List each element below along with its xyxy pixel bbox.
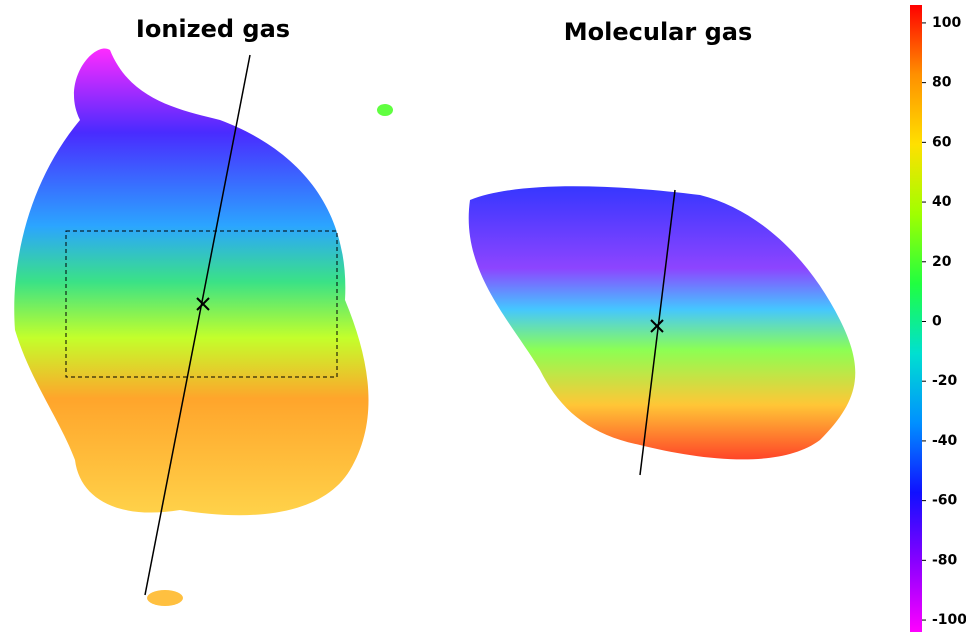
colorbar-tick-label: 0 [932,313,942,329]
colorbar-tick-label: -40 [932,433,958,449]
colorbar-tick-label: 60 [932,134,952,150]
molecular-map [468,186,856,476]
colorbar-tick-label: 100 [932,15,961,31]
colorbar-tick-label: -100 [932,612,966,628]
colorbar-tick-label: 20 [932,254,952,270]
colorbar-tick-label: 80 [932,75,952,91]
colorbar-tick-label: -60 [932,493,958,509]
colorbar [910,5,922,632]
panel-title: Molecular gas [564,18,752,46]
colorbar-tick-label: 40 [932,194,952,210]
panel-title: Ionized gas [136,15,290,43]
colorbar-tick-label: -20 [932,373,958,389]
ionized-map [14,48,393,606]
colorbar-tick-label: -80 [932,552,958,568]
